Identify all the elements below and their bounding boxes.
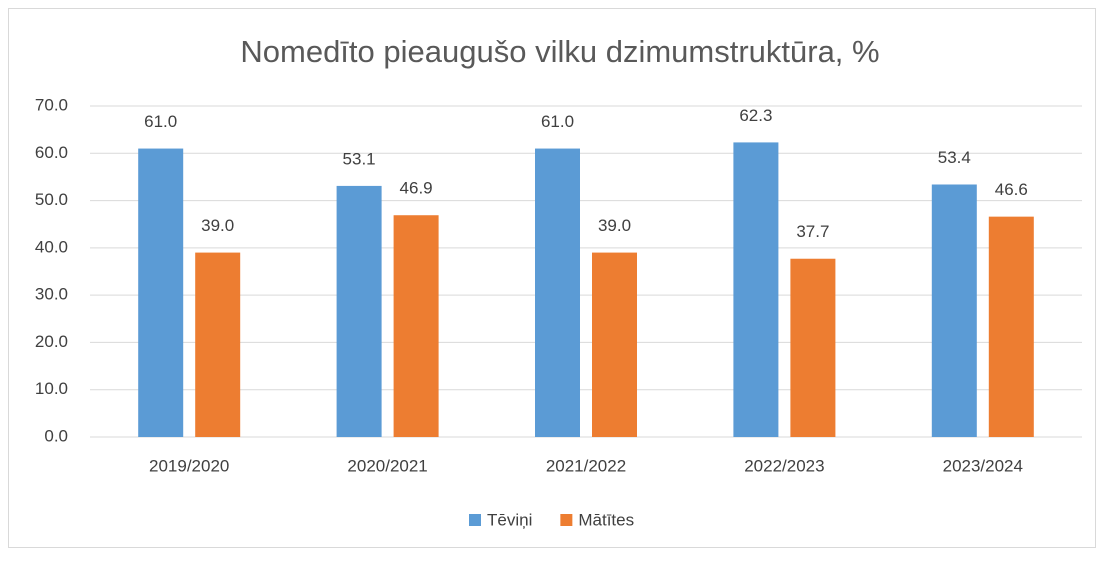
data-label: 39.0 [598,216,631,235]
y-tick-label: 10.0 [35,379,68,398]
bar [535,148,580,438]
x-tick-label: 2022/2023 [744,456,824,475]
bar [988,216,1034,437]
x-tick-label: 2019/2020 [149,456,229,475]
data-label: 62.3 [739,106,772,125]
bar [195,252,241,437]
bar [336,185,382,437]
x-tick-label: 2020/2021 [347,456,427,475]
legend-label: Mātītes [578,510,634,529]
data-label: 61.0 [541,112,574,131]
bar [138,148,184,438]
y-tick-label: 40.0 [35,237,68,256]
y-tick-label: 0.0 [44,426,68,445]
y-tick-label: 30.0 [35,285,68,304]
legend-label: Tēviņi [487,510,532,529]
y-tick-label: 60.0 [35,143,68,162]
data-label: 46.9 [400,179,433,198]
data-label: 53.4 [938,148,971,167]
chart-title: Nomedīto pieaugušo vilku dzimumstruktūra… [240,34,879,69]
y-tick-label: 70.0 [35,95,68,114]
data-label: 61.0 [144,112,177,131]
x-tick-label: 2021/2022 [546,456,626,475]
data-label: 53.1 [343,149,376,168]
data-label: 37.7 [796,222,829,241]
data-label: 46.6 [995,180,1028,199]
bar [733,142,779,437]
legend-swatch [469,514,481,526]
bar [790,258,836,437]
bar [931,184,977,437]
y-tick-label: 20.0 [35,332,68,351]
data-label: 39.0 [201,216,234,235]
x-tick-label: 2023/2024 [943,456,1023,475]
y-tick-label: 50.0 [35,190,68,209]
bar [592,252,637,437]
bar [393,215,439,437]
legend-swatch [560,514,573,526]
